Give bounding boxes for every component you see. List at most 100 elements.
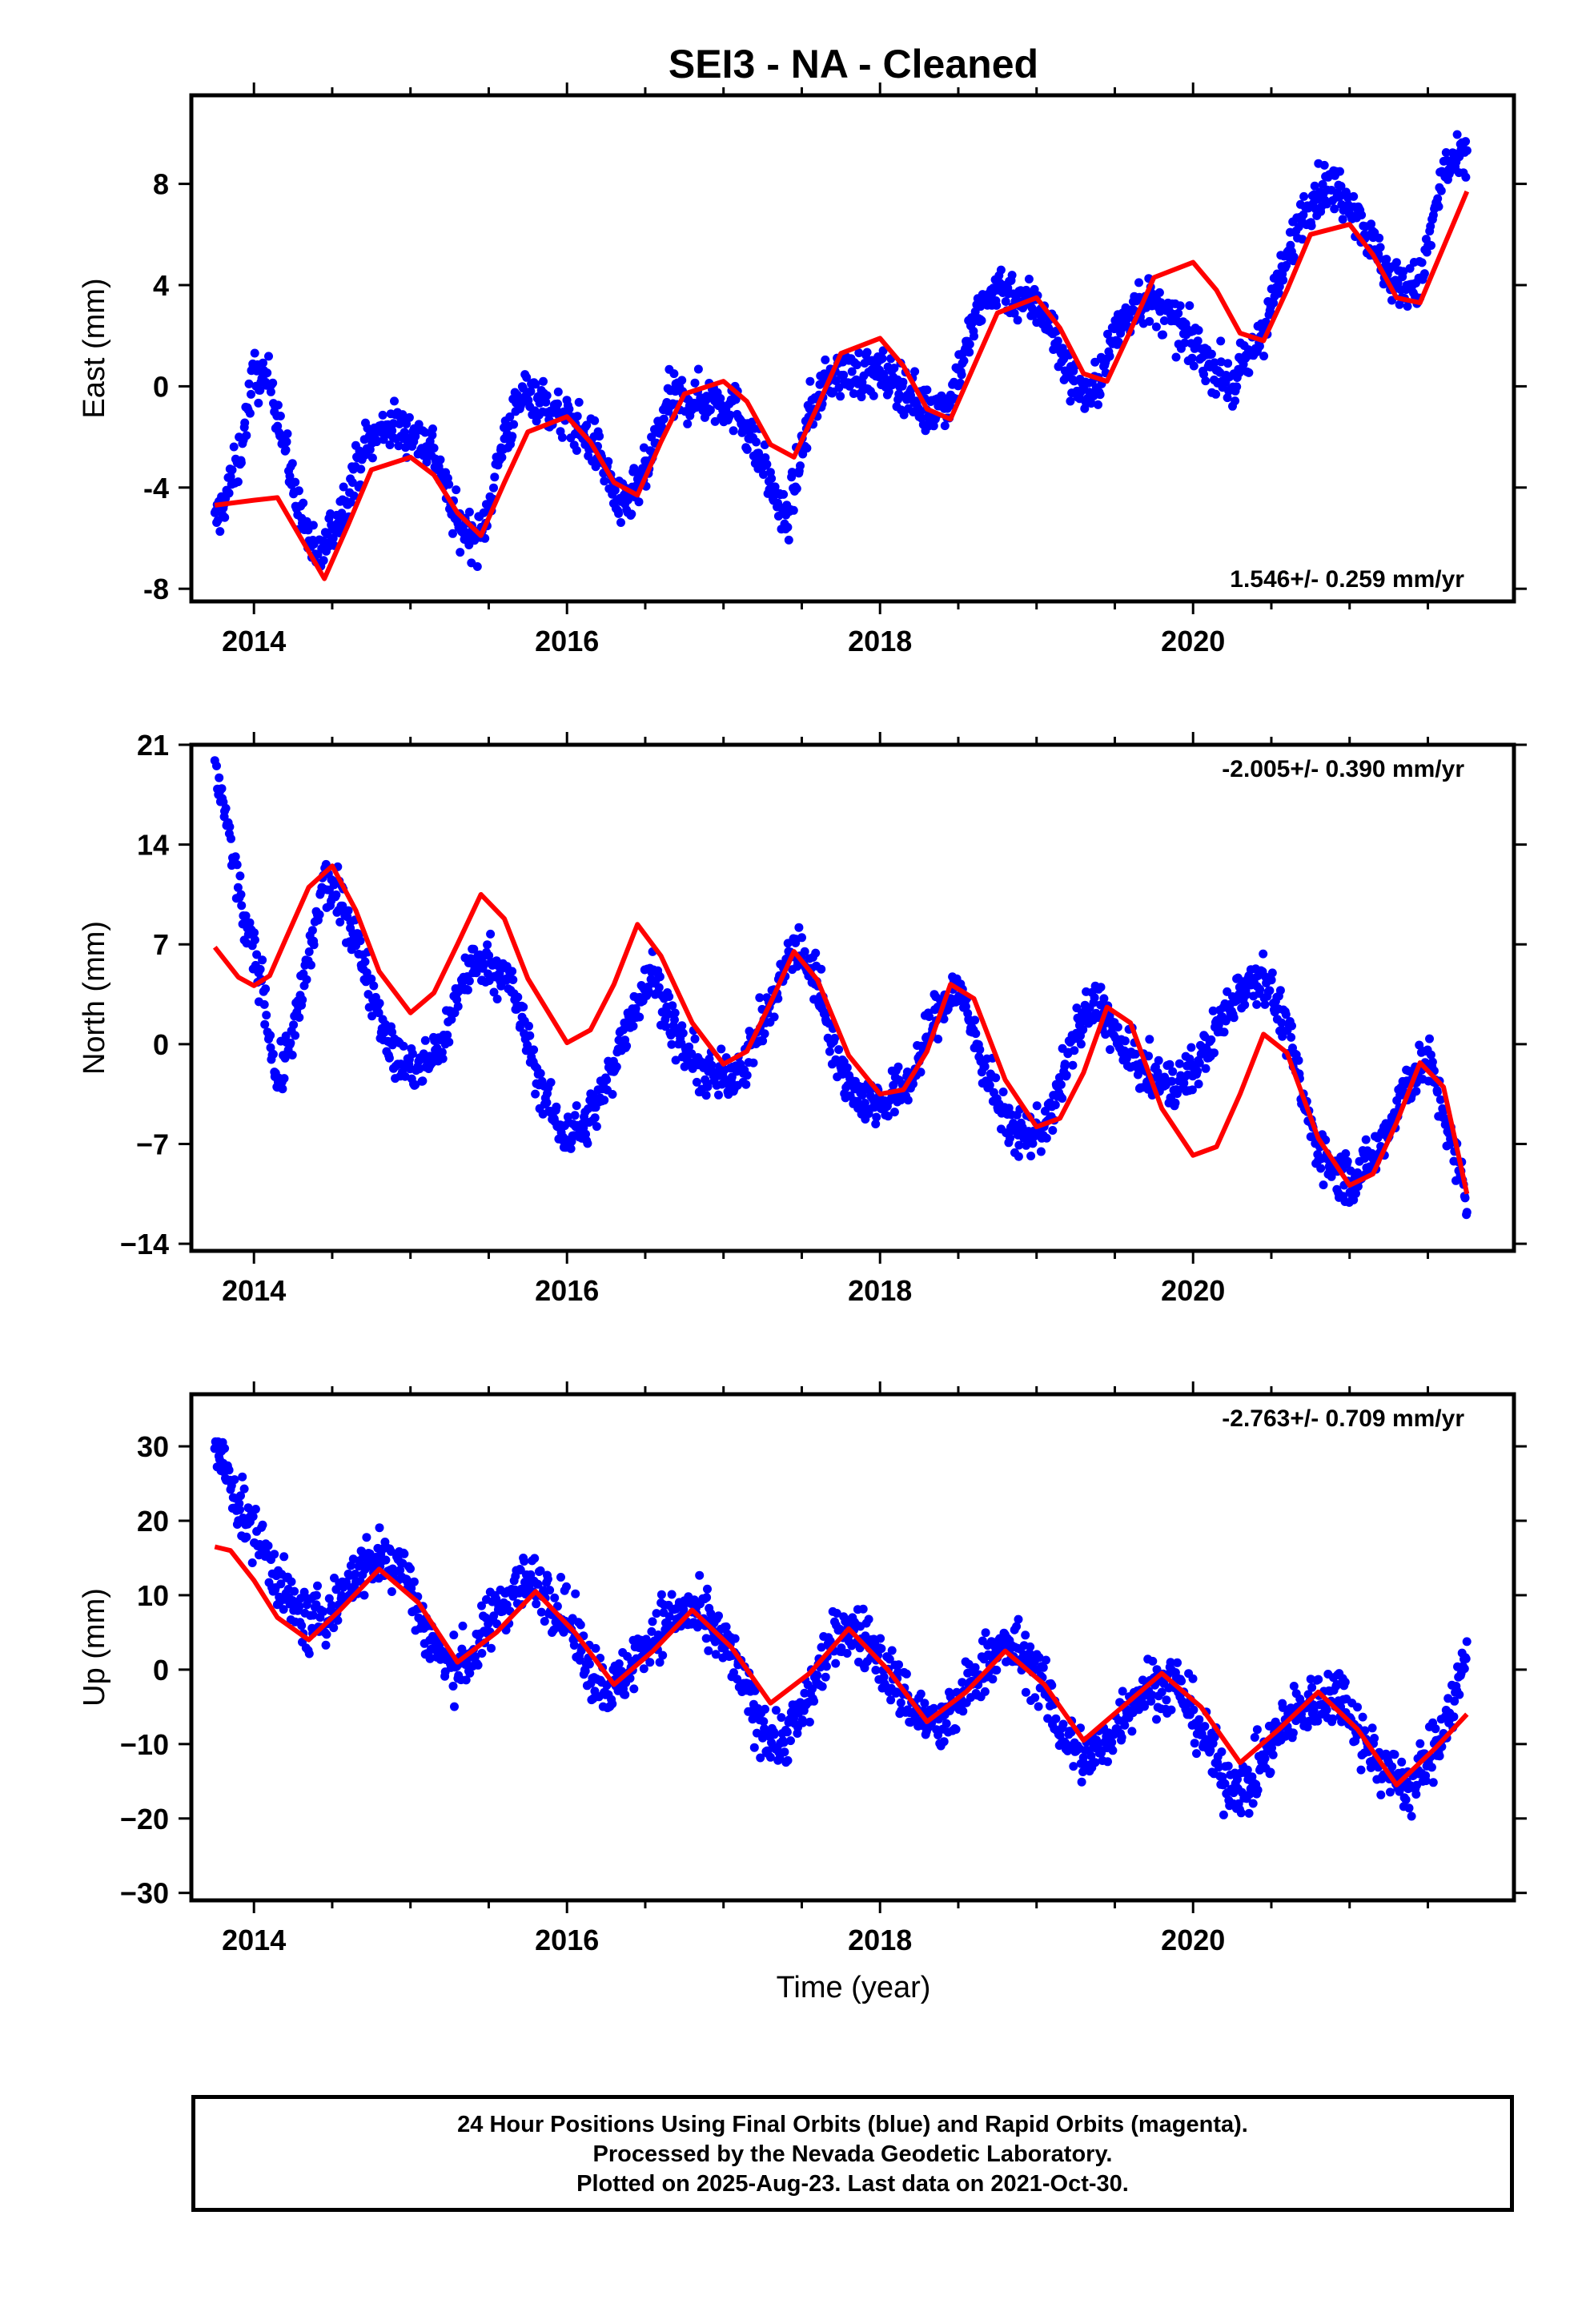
east-data-point [710,416,720,426]
east-data-point [1210,358,1219,368]
north-data-point [1255,984,1265,994]
north-data-point [1316,1164,1326,1173]
east-data-point [600,476,609,486]
east-data-point [834,383,844,392]
up-data-point [1247,1772,1257,1782]
up-data-point [876,1634,885,1643]
east-data-point [557,432,567,442]
east-data-point [542,391,552,400]
north-data-point [245,918,255,927]
up-data-point [1337,1717,1347,1727]
north-data-point [889,1108,899,1117]
east-data-point [247,389,255,399]
north-data-point [438,1054,448,1063]
east-data-point [1216,357,1226,367]
east-data-point [821,355,830,364]
east-data-point [1433,194,1443,203]
east-data-point [1223,393,1232,403]
east-data-point [263,368,272,378]
up-data-point [1195,1715,1204,1724]
east-data-point [1375,233,1384,243]
north-data-point [1267,968,1277,978]
north-data-point [1042,1133,1051,1143]
east-data-point [852,360,861,370]
north-data-point [1351,1188,1360,1198]
north-data-point [741,1080,751,1089]
north-model-line [212,863,1470,1195]
up-data-point [970,1663,980,1672]
north-data-point [1078,1025,1088,1035]
north-data-point [1099,994,1109,1003]
up-data-point [1127,1727,1137,1736]
up-data-point [580,1667,590,1676]
up-data-point [809,1696,819,1706]
north-data-point [670,1008,680,1018]
east-data-point [1095,390,1105,400]
north-data-point [387,1027,397,1037]
north-data-point [1210,1048,1219,1058]
north-data-point [1120,1036,1130,1046]
up-data-point [473,1660,483,1670]
up-data-point [749,1743,759,1752]
up-data-point [1034,1653,1044,1663]
up-data-point [449,1630,459,1640]
up-data-point [992,1666,1002,1675]
east-data-point [1244,368,1254,377]
up-data-point [1244,1808,1254,1818]
north-data-point [619,1025,628,1035]
east-data-point [839,370,849,380]
up-data-point [1047,1681,1057,1690]
north-data-point [315,910,324,919]
east-data-point [264,352,273,361]
east-data-point [802,444,812,453]
east-data-point [347,478,357,487]
north-data-point [331,890,341,899]
north-data-point [255,964,265,974]
up-data-point [901,1669,911,1679]
east-data-point [1269,298,1279,308]
north-data-point [1281,1010,1291,1019]
east-data-point [957,370,966,380]
east-data-point [283,429,292,439]
east-data-point [319,556,328,565]
north-data-point [980,1062,990,1072]
up-data-point [625,1674,635,1683]
east-data-point [683,419,693,428]
east-data-point [604,456,613,466]
north-data-point [742,1071,752,1080]
up-data-point [775,1753,785,1763]
up-data-point [1021,1630,1030,1640]
north-data-point [961,1002,970,1011]
up-data-point [648,1617,657,1626]
north-data-point [1432,1088,1442,1097]
up-data-point [1097,1748,1106,1758]
north-data-point [1208,1006,1218,1015]
north-data-point [508,975,518,984]
north-data-point [1219,1027,1229,1037]
north-data-point [289,1020,299,1030]
north-data-point [1294,1055,1303,1065]
north-data-point [1170,1098,1180,1108]
up-data-point [942,1719,951,1728]
up-data-point [711,1650,721,1659]
north-data-point [1167,1076,1177,1086]
up-data-point [1397,1757,1407,1767]
north-data-point [420,1035,430,1045]
east-data-point [411,432,420,441]
north-data-point [513,992,523,1002]
north-data-point [760,1029,769,1039]
up-data-point [730,1634,740,1643]
east-data-point [716,394,725,403]
north-data-point [291,1031,300,1040]
north-data-point [309,940,319,950]
east-data-point [705,405,715,415]
north-data-point [437,1047,447,1057]
up-data-point [1407,1811,1416,1821]
up-data-point [1233,1775,1242,1784]
north-data-point [524,1021,533,1031]
north-y-axis-label: North (mm) [78,921,111,1075]
north-data-point [991,1073,1001,1083]
up-x-tick-label: 2020 [1161,1924,1225,1956]
north-data-point [384,1053,394,1063]
up-data-point [258,1520,267,1530]
